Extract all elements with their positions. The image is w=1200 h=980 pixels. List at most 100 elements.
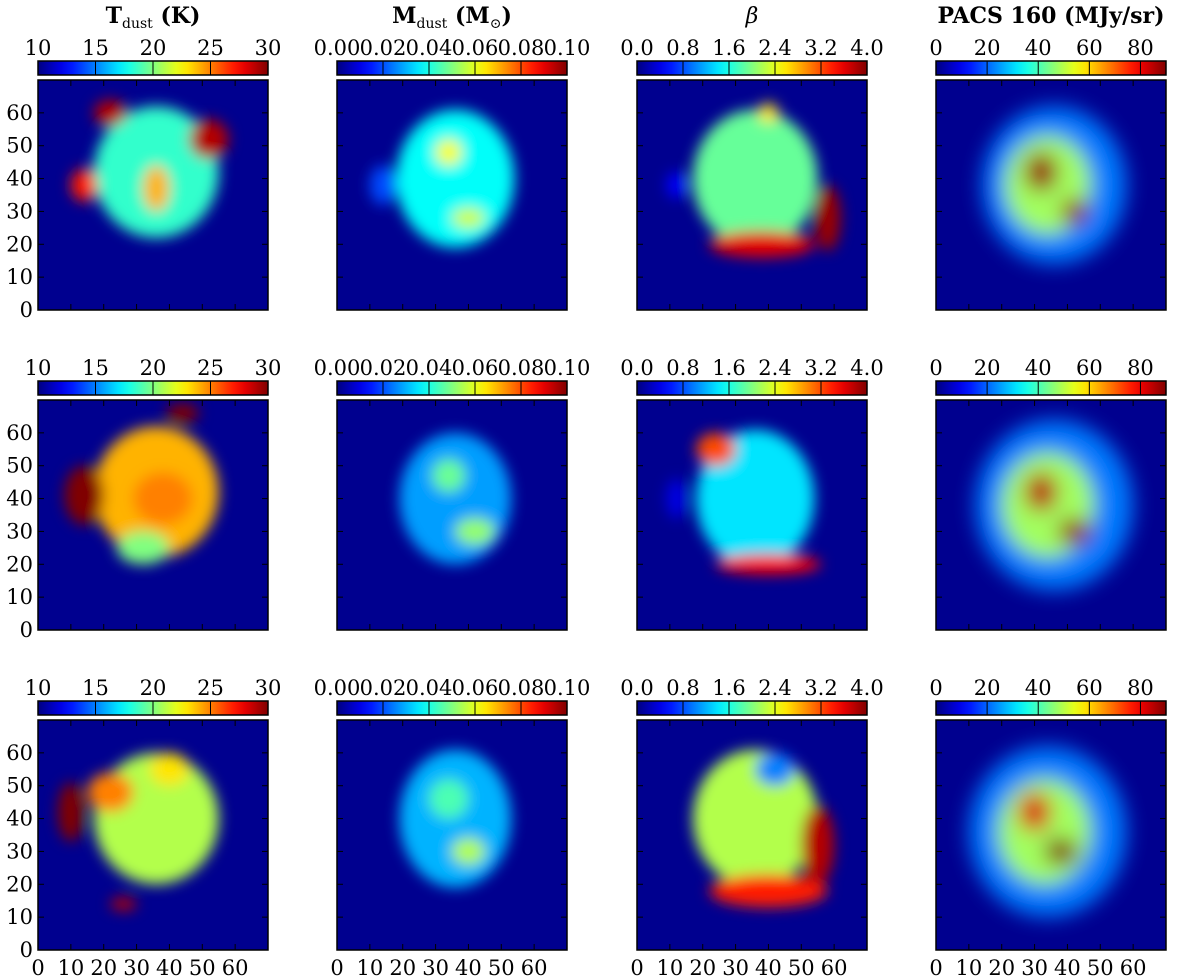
colorbar <box>935 60 1167 76</box>
colorbar-tick-label: 0.08 <box>498 676 545 700</box>
heatmap-region <box>116 531 170 565</box>
x-tick-label: 10 <box>356 956 383 980</box>
heatmap-region <box>429 779 469 819</box>
colorbar-tick-label: 20 <box>140 356 167 380</box>
y-tick-label: 0 <box>20 298 33 322</box>
y-tick-label: 20 <box>6 872 33 896</box>
colorbar <box>636 700 868 716</box>
y-tick-label: 0 <box>20 938 33 962</box>
colorbar-tick-label: 60 <box>1076 36 1103 60</box>
colorbar-tick-label: 10 <box>25 36 52 60</box>
heatmap-region <box>143 165 170 212</box>
colorbar-tick-label: 3.2 <box>804 676 837 700</box>
colorbar-tick-label: 80 <box>1127 36 1154 60</box>
x-tick-label: 0 <box>330 956 343 980</box>
x-tick-label: 0 <box>31 956 44 980</box>
colorbar-tick-label: 0 <box>929 676 942 700</box>
colorbar-tick-label: 0.08 <box>498 36 545 60</box>
panel-frame <box>37 399 269 631</box>
heatmap-region <box>64 465 104 525</box>
heatmap-region <box>1057 518 1091 545</box>
colorbar-tick-label: 2.4 <box>758 36 791 60</box>
heatmap-region <box>369 165 397 205</box>
colorbar <box>636 60 868 76</box>
heatmap-region <box>399 432 512 565</box>
panel-frame <box>336 79 568 311</box>
colorbar-tick-label: 0 <box>929 356 942 380</box>
colorbar-tick-label: 0.0 <box>620 36 653 60</box>
heatmap-region <box>110 897 137 911</box>
heatmap-region <box>149 752 190 786</box>
heatmap-region <box>696 432 736 466</box>
colorbar-tick-label: 80 <box>1127 676 1154 700</box>
y-tick-label: 50 <box>6 774 33 798</box>
y-tick-label: 60 <box>6 421 33 445</box>
y-tick-label: 10 <box>6 905 33 929</box>
colorbar-tick-label: 40 <box>1025 36 1052 60</box>
colorbar-tick-label: 0.04 <box>406 356 453 380</box>
colorbar-tick-label: 0.00 <box>314 356 361 380</box>
colorbar-tick-label: 0.04 <box>406 676 453 700</box>
panel-frame <box>636 719 868 951</box>
column-title-t-dust: Tdust (K) <box>106 3 201 32</box>
colorbar-tick-label: 2.4 <box>758 676 791 700</box>
x-tick-label: 20 <box>389 956 416 980</box>
heatmap-region <box>1044 838 1078 865</box>
heatmap-region <box>715 554 822 575</box>
panel-frame <box>37 79 269 311</box>
x-tick-label: 50 <box>488 956 515 980</box>
y-tick-label: 20 <box>6 552 33 576</box>
x-tick-label: 30 <box>1021 956 1048 980</box>
x-tick-label: 10 <box>955 956 982 980</box>
heatmap-region <box>1018 792 1051 832</box>
panel-frame <box>935 719 1167 951</box>
colorbar-tick-label: 4.0 <box>850 356 883 380</box>
colorbar-tick-label: 0.8 <box>666 356 699 380</box>
heatmap-region <box>396 109 515 248</box>
colorbar-tick-label: 60 <box>1076 356 1103 380</box>
x-tick-label: 50 <box>788 956 815 980</box>
colorbar <box>336 700 568 716</box>
heatmap-region <box>87 772 134 812</box>
colorbar <box>935 700 1167 716</box>
x-tick-label: 10 <box>57 956 84 980</box>
heatmap-region <box>432 459 466 493</box>
panel-frame <box>636 79 868 311</box>
colorbar-tick-label: 15 <box>82 676 109 700</box>
colorbar-tick-label: 30 <box>255 36 282 60</box>
colorbar-tick-label: 4.0 <box>850 676 883 700</box>
heatmap-region <box>166 403 199 423</box>
colorbar-tick-label: 25 <box>197 356 224 380</box>
heatmap-region <box>189 119 229 159</box>
colorbar-tick-label: 0.02 <box>360 676 407 700</box>
colorbar-tick-label: 0.10 <box>544 356 591 380</box>
panel-frame <box>935 399 1167 631</box>
y-tick-label: 30 <box>6 519 33 543</box>
colorbar-tick-label: 0.02 <box>360 356 407 380</box>
x-tick-label: 10 <box>656 956 683 980</box>
colorbar <box>636 380 868 396</box>
x-tick-label: 30 <box>123 956 150 980</box>
colorbar-tick-label: 0.8 <box>666 36 699 60</box>
heatmap-region <box>801 805 835 885</box>
heatmap-region <box>399 749 512 888</box>
colorbar-tick-label: 1.6 <box>712 356 745 380</box>
y-tick-label: 60 <box>6 101 33 125</box>
colorbar-tick-label: 4.0 <box>850 36 883 60</box>
heatmap-region <box>709 874 828 908</box>
x-tick-label: 50 <box>189 956 216 980</box>
x-tick-label: 60 <box>521 956 548 980</box>
y-tick-label: 60 <box>6 741 33 765</box>
colorbar-tick-label: 30 <box>255 356 282 380</box>
heatmap-region <box>1024 152 1058 192</box>
colorbar-tick-label: 15 <box>82 36 109 60</box>
heatmap-region <box>93 99 127 126</box>
heatmap-region <box>755 752 795 786</box>
panel-frame <box>636 399 868 631</box>
colorbar-tick-label: 40 <box>1025 356 1052 380</box>
colorbar-tick-label: 0.0 <box>620 676 653 700</box>
y-tick-label: 20 <box>6 232 33 256</box>
colorbar-tick-label: 0.00 <box>314 676 361 700</box>
colorbar-tick-label: 0.02 <box>360 36 407 60</box>
x-tick-label: 60 <box>1120 956 1147 980</box>
